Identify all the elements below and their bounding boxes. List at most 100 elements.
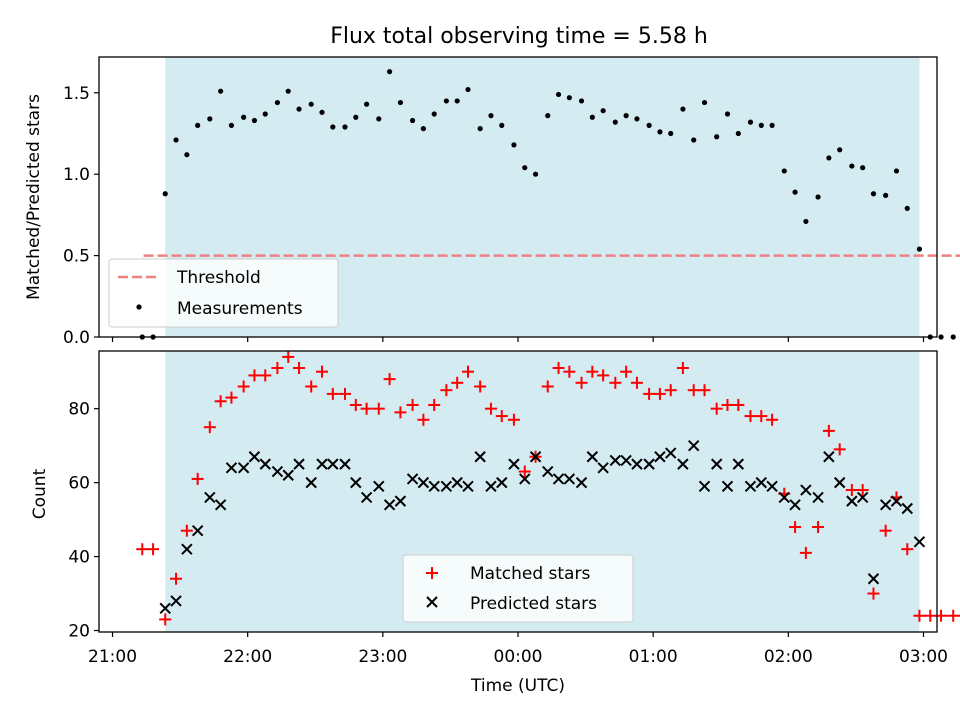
predicted-marker-b <box>474 451 486 463</box>
predicted-stars-point <box>428 480 440 493</box>
measurement-point <box>353 114 359 120</box>
ratio-y-axis-label: Matched/Predicted stars <box>24 94 44 300</box>
matched-stars-point <box>372 402 385 415</box>
predicted-marker-b <box>373 480 385 493</box>
predicted-stars-point <box>339 458 351 470</box>
predicted-marker-b <box>789 499 801 511</box>
matched-stars-point <box>406 398 419 411</box>
matched-stars-point <box>191 472 204 485</box>
predicted-marker-b <box>316 458 328 470</box>
matched-stars-point <box>507 413 520 426</box>
matched-stars-point <box>721 398 734 411</box>
y-tick-label: 80 <box>68 400 90 420</box>
measurement-point <box>657 129 663 135</box>
matched-stars-point <box>136 543 149 556</box>
predicted-stars-point <box>271 465 284 478</box>
matched-stars-point <box>812 520 825 533</box>
matched-stars-point <box>237 380 250 393</box>
predicted-stars-point <box>282 469 294 481</box>
matched-stars-point <box>586 365 599 378</box>
predicted-marker-b <box>259 458 271 470</box>
predicted-marker-b <box>586 451 599 463</box>
ratio-y-ticks: 0.0 0.5 1.0 1.5 <box>63 84 99 348</box>
predicted-marker-b <box>901 502 913 515</box>
measurement-point <box>668 130 674 137</box>
legend-measurements-swatch <box>136 304 142 310</box>
matched-stars-point <box>630 376 643 389</box>
y-tick-label: 1.0 <box>63 165 90 185</box>
measurement-point <box>849 163 855 169</box>
matched-stars-point <box>495 410 508 423</box>
measurement-point <box>646 122 652 128</box>
predicted-stars-point <box>856 491 869 504</box>
counts-legend: Matched stars Predicted stars <box>402 554 634 623</box>
predicted-marker-b <box>237 462 250 474</box>
matched-stars-point <box>799 546 812 559</box>
predicted-marker-b <box>406 473 419 485</box>
predicted-stars-point <box>575 476 588 489</box>
legend-predicted-label: Predicted stars <box>470 594 597 614</box>
counts-panel: 20 40 60 80 21:00 22:00 23:00 00:00 01:00 02:00 0… <box>30 350 960 696</box>
measurement-point <box>228 122 235 128</box>
predicted-stars-point <box>913 536 926 548</box>
predicted-stars-point <box>394 495 407 507</box>
measurement-point <box>883 192 889 198</box>
y-tick-label: 0.5 <box>63 247 90 267</box>
measurement-point <box>769 122 775 128</box>
measurement-point <box>758 122 764 128</box>
predicted-marker-b <box>181 543 193 555</box>
predicted-marker-b <box>339 458 351 470</box>
predicted-stars-point <box>204 491 216 504</box>
predicted-stars-point <box>170 595 182 607</box>
predicted-stars-point <box>846 495 858 507</box>
predicted-stars-point <box>586 451 599 463</box>
measurement-point <box>477 126 483 132</box>
predicted-marker-b <box>823 451 835 463</box>
measurement-point <box>386 69 393 75</box>
predicted-stars-point <box>901 502 913 515</box>
predicted-marker-b <box>609 454 622 467</box>
predicted-marker-b <box>597 462 609 474</box>
predicted-marker-b <box>698 480 711 493</box>
predicted-stars-point <box>259 458 271 470</box>
matched-stars-point <box>620 365 633 378</box>
predicted-stars-point <box>563 473 576 485</box>
predicted-marker-b <box>800 484 812 496</box>
predicted-marker-b <box>428 480 440 493</box>
predicted-marker-b <box>575 476 588 489</box>
measurement-point <box>566 95 572 101</box>
predicted-stars-point <box>181 543 193 555</box>
y-tick-label: 60 <box>68 474 90 494</box>
measurement-point <box>680 106 686 112</box>
count-points <box>136 350 960 626</box>
predicted-marker-b <box>766 480 778 493</box>
predicted-stars-point <box>677 458 689 470</box>
predicted-marker-b <box>710 458 723 470</box>
matched-stars-point <box>924 609 937 622</box>
measurement-point <box>364 101 370 107</box>
measurement-point <box>397 99 404 106</box>
ratio-panel: 0.0 0.5 1.0 1.5 Matched/Predicted stars Thr… <box>24 56 960 348</box>
predicted-marker-b <box>440 480 453 493</box>
predicted-stars-point <box>732 458 745 470</box>
measurement-point <box>376 116 382 122</box>
predicted-marker-b <box>204 491 216 504</box>
matched-stars-point <box>732 398 745 411</box>
matched-stars-point <box>170 572 183 585</box>
measurement-point <box>488 113 494 119</box>
matched-stars-point <box>664 384 677 397</box>
measurement-points <box>139 69 956 340</box>
matched-stars-point <box>879 524 892 537</box>
predicted-stars-point <box>474 451 486 463</box>
predicted-stars-point <box>552 473 565 485</box>
matched-stars-point <box>687 384 700 397</box>
predicted-marker-b <box>451 476 463 489</box>
measurement-point <box>691 137 697 143</box>
matched-stars-point <box>541 380 554 393</box>
predicted-marker-b <box>688 439 700 452</box>
x-tick-label: 01:00 <box>629 647 678 667</box>
predicted-marker-b <box>282 469 294 481</box>
predicted-marker-b <box>721 480 734 493</box>
measurement-point <box>600 108 606 114</box>
